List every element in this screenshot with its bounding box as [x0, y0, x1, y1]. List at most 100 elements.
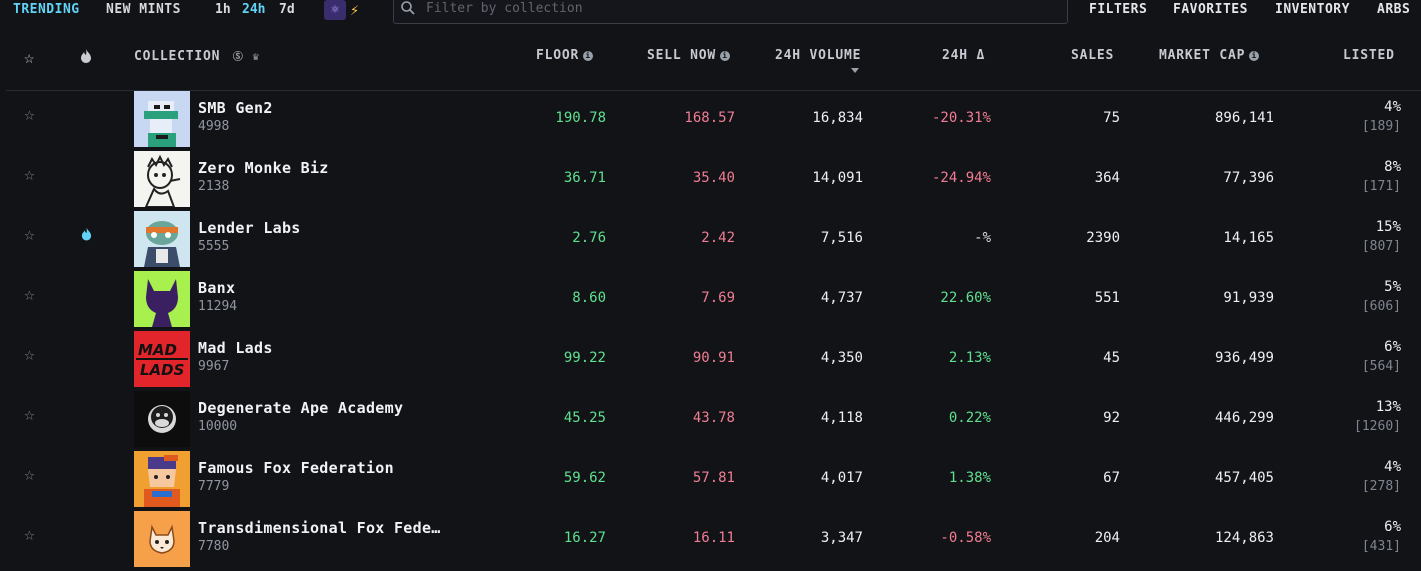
- table-row[interactable]: ☆ Banx 11294 8.60 7.69 4,737 22.60% 551 91,939 5…: [0, 266, 1421, 327]
- bolt-icon[interactable]: ⚡: [350, 1, 360, 19]
- listed-count: [189]: [1361, 119, 1401, 134]
- sales-count: 75: [1103, 110, 1120, 126]
- flame-icon[interactable]: [80, 49, 92, 63]
- sales-count: 364: [1094, 170, 1120, 186]
- collection-name[interactable]: Banx: [198, 279, 236, 297]
- collection-thumbnail[interactable]: MAD LADS: [134, 331, 190, 387]
- arbs-button[interactable]: ARBS: [1377, 2, 1411, 17]
- collection-thumbnail[interactable]: [134, 391, 190, 447]
- favorite-star-icon[interactable]: ☆: [24, 344, 35, 365]
- favorites-column-star-icon[interactable]: ☆: [24, 48, 35, 68]
- table-row[interactable]: ☆ SMB Gen2 4998 190.78 168.57 16,834 -20.31% 7…: [0, 86, 1421, 147]
- filters-button[interactable]: FILTERS: [1089, 2, 1148, 17]
- collection-name[interactable]: Degenerate Ape Academy: [198, 399, 404, 417]
- volume-24h: 16,834: [812, 110, 863, 126]
- header-sales[interactable]: SALES: [1071, 48, 1115, 63]
- header-market-cap[interactable]: MARKET CAP i: [1159, 48, 1260, 63]
- floor-price: 36.71: [563, 170, 606, 186]
- sell-now-price: 2.42: [701, 230, 735, 246]
- timeframe-1h[interactable]: 1h: [215, 2, 231, 17]
- favorite-star-icon[interactable]: ☆: [24, 404, 35, 425]
- top-bar: TRENDING NEW MINTS 1h 24h 7d ⚛ ⚡ FILTERS…: [0, 0, 1421, 24]
- listed-count: [807]: [1361, 239, 1401, 254]
- market-cap: 457,405: [1214, 470, 1274, 486]
- table-row[interactable]: ☆ MAD LADS Mad Lads 9967 99.22 90.91 4,350 2.1…: [0, 326, 1421, 387]
- collection-thumbnail[interactable]: [134, 511, 190, 567]
- tab-new-mints[interactable]: NEW MINTS: [106, 2, 181, 17]
- timeframe-24h[interactable]: 24h: [242, 2, 266, 17]
- sales-count: 204: [1094, 530, 1120, 546]
- volume-24h: 3,347: [820, 530, 863, 546]
- header-collection[interactable]: COLLECTION Ⓢ ♛: [134, 48, 260, 64]
- header-listed[interactable]: LISTED: [1343, 48, 1395, 63]
- header-24h-change[interactable]: 24H Δ: [942, 48, 986, 63]
- table-row[interactable]: ☆ Famous Fox Federation 7779 59.62 57.81 4,0…: [0, 446, 1421, 507]
- search-input[interactable]: [426, 1, 1046, 16]
- floor-price: 8.60: [572, 290, 606, 306]
- sales-count: 551: [1094, 290, 1120, 306]
- listed-percent: 5%: [1384, 279, 1401, 295]
- collection-thumbnail[interactable]: [134, 91, 190, 147]
- atom-icon[interactable]: ⚛: [324, 0, 346, 20]
- collection-supply: 2138: [198, 179, 230, 194]
- crown-icon: ♛: [252, 50, 260, 63]
- change-24h: 2.13%: [948, 350, 991, 366]
- floor-price: 2.76: [572, 230, 606, 246]
- header-sell-now[interactable]: SELL NOW i: [647, 48, 731, 63]
- market-cap: 14,165: [1223, 230, 1274, 246]
- favorite-star-icon[interactable]: ☆: [24, 464, 35, 485]
- tab-trending[interactable]: TRENDING: [13, 2, 80, 17]
- listed-count: [1260]: [1354, 419, 1401, 434]
- listed-count: [171]: [1361, 179, 1401, 194]
- table-row[interactable]: ☆ Degenerate Ape Academy 10000 45.25 43.78 4…: [0, 386, 1421, 447]
- collection-name[interactable]: SMB Gen2: [198, 99, 273, 117]
- market-cap: 77,396: [1223, 170, 1274, 186]
- listed-count: [431]: [1361, 539, 1401, 554]
- inventory-button[interactable]: INVENTORY: [1275, 2, 1350, 17]
- collection-supply: 11294: [198, 299, 238, 314]
- sales-count: 45: [1103, 350, 1120, 366]
- collection-thumbnail[interactable]: [134, 151, 190, 208]
- table-row[interactable]: ☆ Lender Labs 5555 2.76 2.42 7,516 -% 2390 14,1…: [0, 206, 1421, 267]
- volume-24h: 7,516: [820, 230, 863, 246]
- collection-name[interactable]: Zero Monke Biz: [198, 159, 329, 177]
- search-box[interactable]: [393, 0, 1068, 24]
- change-24h: -20.31%: [931, 110, 991, 126]
- header-market-cap-label: MARKET CAP: [1159, 48, 1246, 63]
- collection-name[interactable]: Famous Fox Federation: [198, 459, 394, 477]
- favorite-star-icon[interactable]: ☆: [24, 284, 35, 305]
- solana-icon: Ⓢ: [232, 52, 244, 63]
- collection-thumbnail[interactable]: [134, 271, 190, 327]
- table-row[interactable]: ☆ Transdimensional Fox Fede… 7780 16.27 16.…: [0, 506, 1421, 567]
- timeframe-7d[interactable]: 7d: [279, 2, 295, 17]
- market-cap: 936,499: [1214, 350, 1274, 366]
- collection-thumbnail[interactable]: [134, 211, 190, 267]
- listed-percent: 15%: [1375, 219, 1401, 235]
- collection-thumbnail[interactable]: [134, 451, 190, 507]
- floor-price: 59.62: [563, 470, 606, 486]
- sales-count: 67: [1103, 470, 1120, 486]
- listed-percent: 8%: [1384, 159, 1401, 175]
- favorite-star-icon[interactable]: ☆: [24, 164, 35, 185]
- header-floor[interactable]: FLOOR i: [536, 48, 594, 63]
- info-icon: i: [720, 51, 731, 61]
- listed-percent: 13%: [1375, 399, 1401, 415]
- change-24h: -24.94%: [931, 170, 991, 186]
- collection-supply: 5555: [198, 239, 230, 254]
- collection-name[interactable]: Lender Labs: [198, 219, 301, 237]
- collection-name[interactable]: Mad Lads: [198, 339, 273, 357]
- floor-price: 45.25: [563, 410, 606, 426]
- sell-now-price: 90.91: [692, 350, 735, 366]
- favorite-star-icon[interactable]: ☆: [24, 524, 35, 545]
- favorite-star-icon[interactable]: ☆: [24, 104, 35, 125]
- sell-now-price: 35.40: [692, 170, 735, 186]
- collection-name[interactable]: Transdimensional Fox Fede…: [198, 519, 441, 537]
- favorites-button[interactable]: FAVORITES: [1173, 2, 1248, 17]
- header-floor-label: FLOOR: [536, 48, 580, 63]
- favorite-star-icon[interactable]: ☆: [24, 224, 35, 245]
- sort-desc-icon: [851, 68, 859, 73]
- market-cap: 91,939: [1223, 290, 1274, 306]
- listed-count: [564]: [1361, 359, 1401, 374]
- table-row[interactable]: ☆ Zero Monke Biz 2138 36.71 35.40 14,091 -24.…: [0, 146, 1421, 208]
- header-24h-volume[interactable]: 24H VOLUME: [775, 48, 862, 63]
